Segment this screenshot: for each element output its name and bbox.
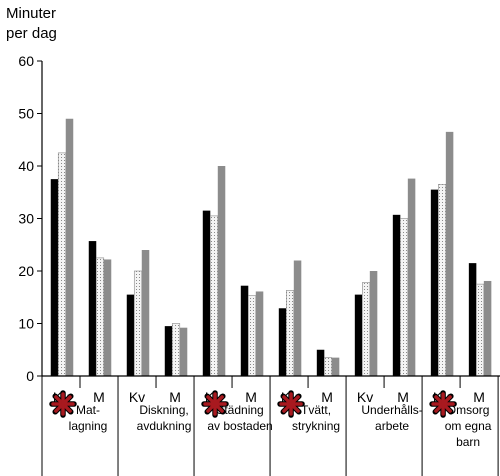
group-label: avdukning [137,419,192,433]
subgroup-label: Kv [357,389,373,405]
y-tick-label: 20 [18,263,34,279]
bar [202,210,211,376]
subgroup-label: M [245,389,257,405]
bar [407,178,416,376]
bar [57,152,67,377]
highlight-asterisk-icon [282,395,300,413]
group-label: Städning [216,403,263,417]
group-label: Mat- [76,403,100,417]
y-axis-title-line-1: Minuter [6,5,57,22]
group-label: lagning [69,419,108,433]
highlight-asterisk-icon [54,395,72,413]
bar [247,295,257,377]
bar [240,285,249,376]
bar [95,257,105,377]
y-tick-label: 40 [18,158,34,174]
highlight-asterisk-icon [434,395,452,413]
group-label: Tvätt, [301,403,331,417]
bar [278,308,287,376]
y-tick-label: 10 [18,316,34,332]
subgroup-label: M [169,389,181,405]
bar [133,270,143,377]
bar [483,280,492,376]
bar [179,327,188,376]
subgroup-label: M [321,389,333,405]
group-label: Underhålls- [361,403,422,417]
group-label: barn [456,435,480,449]
bar [164,326,173,376]
y-tick-label: 0 [26,368,34,384]
group-label: Diskning, [139,403,188,417]
bar [50,179,59,376]
subgroup-label: M [397,389,409,405]
group-label: om egna [445,419,492,433]
bar [171,323,181,377]
y-tick-label: 50 [18,106,34,122]
bar [445,131,454,376]
bar [400,218,409,377]
bar [126,294,135,376]
group-label: arbete [375,419,409,433]
highlight-asterisk-icon [206,395,224,413]
bar [392,214,401,376]
bar [354,294,363,376]
bar [438,184,447,377]
bar [255,291,264,376]
subgroup-label: M [473,389,485,405]
y-tick-label: 60 [18,53,34,69]
bar [316,349,325,376]
bar [141,250,150,376]
bar [209,215,219,377]
bar [293,260,302,376]
bar [468,263,477,376]
bar [217,166,226,376]
bar [286,290,295,377]
subgroup-label: Kv [129,389,145,405]
bar [430,189,439,376]
group-label: strykning [292,419,340,433]
bar [324,357,333,377]
y-tick-label: 30 [18,211,34,227]
bar [331,357,340,376]
plot-area: 0102030405060KvMKvMKvMKvMKvMKvMMat-lagni… [18,53,500,476]
bar [103,259,112,376]
y-axis-title: Minuter per dag [6,4,57,44]
bar [362,282,371,377]
bar [369,271,378,376]
group-label: av bostaden [207,419,272,433]
group-label: Omsorg [447,403,490,417]
bar [65,118,74,376]
bar [88,241,97,376]
y-axis-title-line-2: per dag [6,25,57,42]
subgroup-label: M [93,389,105,405]
bar [476,283,485,377]
